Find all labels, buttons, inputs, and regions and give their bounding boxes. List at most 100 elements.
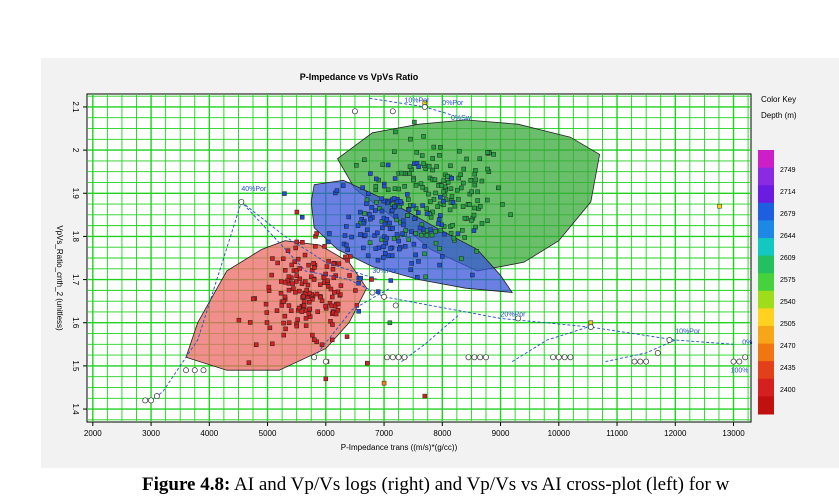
data-point bbox=[469, 189, 474, 195]
data-point bbox=[419, 232, 424, 238]
data-point bbox=[267, 325, 273, 331]
data-point bbox=[345, 257, 350, 263]
data-point bbox=[467, 202, 472, 207]
data-point bbox=[367, 240, 373, 245]
data-point bbox=[288, 308, 294, 313]
data-point bbox=[300, 239, 305, 245]
data-point bbox=[461, 166, 466, 172]
data-point bbox=[310, 332, 315, 338]
porosity-marker bbox=[191, 367, 198, 374]
data-point bbox=[472, 182, 478, 188]
data-point bbox=[445, 179, 451, 185]
legend-label: 2714 bbox=[780, 189, 796, 196]
data-point bbox=[294, 239, 299, 245]
data-point bbox=[311, 277, 317, 282]
data-point bbox=[297, 266, 303, 271]
porosity-marker bbox=[742, 354, 749, 361]
data-point bbox=[472, 205, 477, 211]
data-point bbox=[451, 235, 457, 241]
x-axis-label: P-Impedance trans ((m/s)*(g/cc)) bbox=[341, 443, 458, 452]
data-point bbox=[381, 380, 387, 386]
data-point bbox=[321, 275, 327, 281]
data-point bbox=[389, 208, 395, 213]
data-point bbox=[381, 255, 386, 260]
data-point bbox=[401, 222, 406, 228]
data-point bbox=[439, 183, 444, 188]
data-point bbox=[373, 176, 379, 182]
porosity-marker bbox=[561, 354, 568, 361]
data-point bbox=[455, 231, 461, 236]
porosity-marker bbox=[736, 358, 743, 365]
porosity-label: 20%Por bbox=[501, 311, 527, 318]
data-point bbox=[295, 256, 301, 262]
data-point bbox=[347, 273, 352, 278]
data-point bbox=[329, 303, 334, 309]
legend-swatch bbox=[758, 378, 774, 397]
data-point bbox=[344, 242, 349, 248]
data-point bbox=[396, 238, 401, 244]
data-point bbox=[338, 292, 343, 297]
data-point bbox=[421, 134, 426, 139]
data-point bbox=[302, 252, 308, 258]
data-point bbox=[297, 288, 302, 294]
data-point bbox=[388, 278, 394, 283]
porosity-label: 0% bbox=[742, 339, 752, 346]
data-point bbox=[349, 234, 354, 240]
data-point bbox=[428, 199, 433, 204]
y-tick-label: 1.9 bbox=[71, 188, 80, 200]
porosity-marker bbox=[730, 358, 737, 365]
legend-swatch bbox=[758, 167, 774, 186]
data-point bbox=[373, 184, 379, 189]
data-point bbox=[280, 256, 286, 262]
data-point bbox=[250, 296, 256, 302]
data-point bbox=[361, 220, 367, 226]
data-point bbox=[264, 310, 270, 315]
data-point bbox=[399, 170, 404, 176]
data-point bbox=[375, 257, 381, 263]
data-point bbox=[387, 220, 392, 226]
data-point bbox=[508, 212, 513, 217]
zone-polygon-3 bbox=[185, 240, 368, 371]
data-point bbox=[420, 203, 425, 208]
data-point bbox=[270, 341, 275, 347]
data-point bbox=[438, 194, 443, 200]
data-point bbox=[392, 149, 397, 155]
data-point bbox=[289, 262, 295, 268]
data-point bbox=[279, 279, 284, 284]
data-point bbox=[436, 221, 441, 226]
porosity-marker bbox=[384, 354, 390, 361]
data-point bbox=[412, 119, 417, 125]
data-point bbox=[459, 185, 464, 191]
data-point bbox=[313, 244, 318, 249]
legend-label: 2679 bbox=[780, 211, 796, 218]
data-point bbox=[459, 256, 464, 261]
data-point bbox=[438, 145, 443, 150]
data-point bbox=[266, 284, 272, 290]
data-point bbox=[422, 244, 427, 249]
data-point bbox=[445, 174, 450, 179]
data-point bbox=[474, 249, 479, 254]
data-point bbox=[332, 290, 337, 295]
data-point bbox=[286, 320, 292, 325]
data-point bbox=[331, 275, 337, 280]
data-point bbox=[381, 183, 387, 189]
data-point bbox=[362, 232, 368, 238]
data-point bbox=[485, 218, 490, 224]
porosity-marker bbox=[389, 108, 396, 115]
y-tick-label: 1.7 bbox=[71, 274, 80, 286]
data-point bbox=[362, 157, 367, 163]
data-point bbox=[434, 164, 439, 169]
data-point bbox=[390, 226, 395, 231]
data-point bbox=[301, 303, 307, 308]
porosity-marker bbox=[148, 397, 155, 404]
data-point bbox=[385, 162, 391, 168]
data-point bbox=[282, 191, 287, 196]
x-tick-label: 6000 bbox=[317, 429, 335, 438]
data-point bbox=[295, 317, 300, 322]
porosity-marker bbox=[567, 354, 574, 361]
data-point bbox=[304, 287, 309, 293]
data-point bbox=[428, 215, 434, 220]
data-point bbox=[496, 185, 501, 191]
data-point bbox=[372, 233, 377, 238]
x-tick-label: 9000 bbox=[492, 429, 510, 438]
